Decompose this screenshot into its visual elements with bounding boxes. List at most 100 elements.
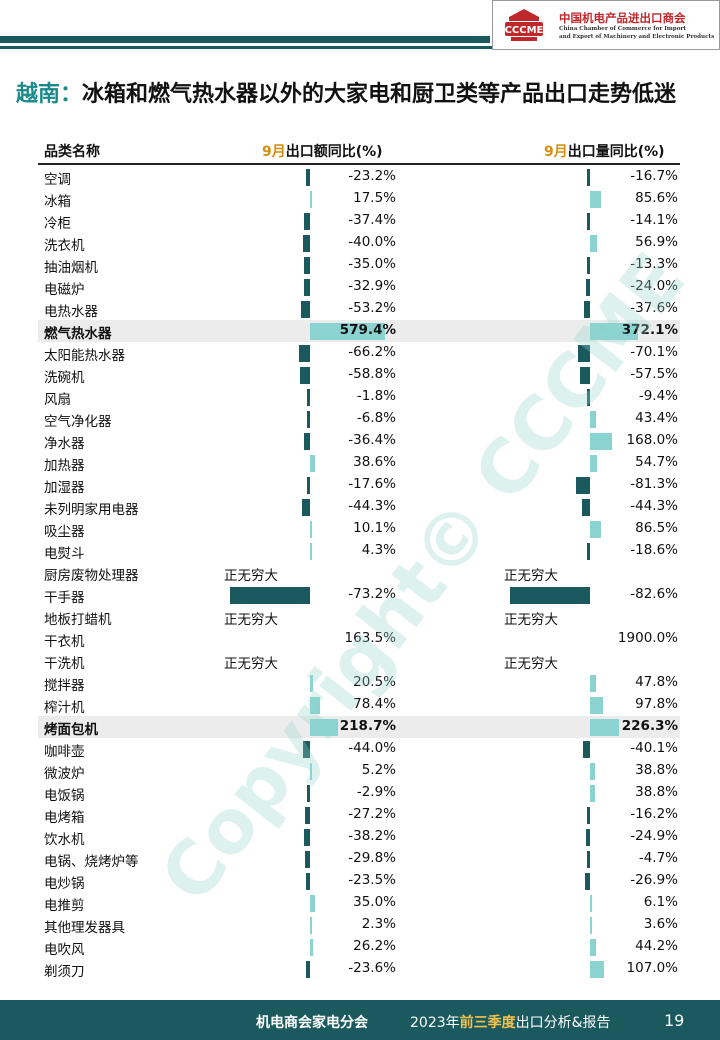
row-category: 地板打蜡机 [44, 612, 112, 628]
row-bar [580, 367, 590, 384]
table-row: 厨房废物处理器 正无穷大 正无穷大 [38, 562, 680, 584]
row-category: 冷柜 [44, 216, 71, 232]
row-category: 饮水机 [44, 832, 85, 848]
row-category: 电饭锅 [44, 788, 85, 804]
row-value-infinite: 正无穷大 [224, 568, 278, 584]
table-row: 饮水机 -38.2% -24.9% [38, 826, 680, 848]
row-category: 剃须刀 [44, 964, 85, 980]
row-bar [583, 741, 590, 758]
row-export-value: 2.3% [361, 916, 396, 932]
row-export-value: -35.0% [348, 256, 396, 272]
row-bar [305, 807, 310, 824]
row-export-volume: -44.3% [630, 498, 678, 514]
row-export-volume: -13.3% [630, 256, 678, 272]
row-export-value: -6.8% [356, 410, 396, 426]
row-bar [590, 939, 596, 956]
row-export-value: -58.8% [348, 366, 396, 382]
row-bar [304, 851, 310, 868]
table-row: 洗碗机 -58.8% -57.5% [38, 364, 680, 386]
table-row: 空调 -23.2% -16.7% [38, 166, 680, 188]
table-row: 未列明家用电器 -44.3% -44.3% [38, 496, 680, 518]
row-bar [300, 367, 310, 384]
row-bar [590, 521, 602, 538]
table-row: 其他理发器具 2.3% 3.6% [38, 914, 680, 936]
row-category: 加湿器 [44, 480, 85, 496]
table-row: 烤面包机 218.7% 226.3% [38, 716, 680, 738]
row-bar [590, 785, 596, 802]
row-category: 电熨斗 [44, 546, 85, 562]
row-category: 电推剪 [44, 898, 85, 914]
row-bar [585, 829, 590, 846]
row-category: 电炒锅 [44, 876, 85, 892]
page-title: 越南：冰箱和燃气热水器以外的大家电和厨卫类等产品出口走势低迷 [16, 76, 676, 108]
footer-report-title: 出口分析&报告 [515, 1015, 611, 1031]
footer-report-period: 前三季度 [459, 1015, 516, 1031]
row-export-value: 579.4% [339, 322, 396, 338]
row-bar [230, 587, 310, 604]
footer-org: 机电商会家电分会 [256, 1015, 368, 1031]
row-bar [305, 961, 310, 978]
row-category: 咖啡壶 [44, 744, 85, 760]
row-bar [310, 895, 315, 912]
row-export-volume: 38.8% [635, 762, 678, 778]
col-header-volume-label: 出口量同比(%) [567, 144, 665, 160]
row-bar [303, 433, 310, 450]
row-category: 冰箱 [44, 194, 71, 210]
row-bar [307, 477, 310, 494]
footer-report: 2023年前三季度出口分析&报告 [410, 1012, 611, 1032]
row-category: 烤面包机 [44, 722, 98, 738]
row-export-value: 78.4% [353, 696, 396, 712]
row-export-volume: -4.7% [638, 850, 678, 866]
row-bar [310, 719, 339, 736]
row-category: 微波炉 [44, 766, 85, 782]
row-export-value: 218.7% [339, 718, 396, 734]
row-category: 榨汁机 [44, 700, 85, 716]
row-bar [310, 521, 312, 538]
row-category: 其他理发器具 [44, 920, 125, 936]
row-bar [585, 279, 590, 296]
row-bar [590, 191, 602, 208]
header-stripe-thin [0, 46, 720, 49]
row-export-value: 38.6% [353, 454, 396, 470]
table-row: 电饭锅 -2.9% 38.8% [38, 782, 680, 804]
table-row: 电磁炉 -32.9% -24.0% [38, 276, 680, 298]
row-export-value: -23.2% [348, 168, 396, 184]
row-bar [302, 499, 310, 516]
row-category: 搅拌器 [44, 678, 85, 694]
row-category: 空气净化器 [44, 414, 112, 430]
logo-badge-text: CCCME [505, 25, 544, 36]
table-row: 洗衣机 -40.0% 56.9% [38, 232, 680, 254]
table-row: 冰箱 17.5% 85.6% [38, 188, 680, 210]
table-row: 电推剪 35.0% 6.1% [38, 892, 680, 914]
row-bar [310, 917, 312, 934]
row-bar [590, 411, 596, 428]
table-row: 空气净化器 -6.8% 43.4% [38, 408, 680, 430]
row-category: 燃气热水器 [44, 326, 112, 342]
row-export-volume: 86.5% [635, 520, 678, 536]
row-export-value: -44.0% [348, 740, 396, 756]
row-value-infinite: 正无穷大 [224, 612, 278, 628]
row-export-volume: 47.8% [635, 674, 678, 690]
table-row: 风扇 -1.8% -9.4% [38, 386, 680, 408]
header-stripe [0, 36, 490, 43]
row-bar [510, 587, 590, 604]
row-bar [590, 697, 603, 714]
row-export-volume: 38.8% [635, 784, 678, 800]
table-row: 吸尘器 10.1% 86.5% [38, 518, 680, 540]
cccme-logo: CCCME 中国机电产品进出口商会 China Chamber of Comme… [492, 0, 720, 50]
row-export-volume: -70.1% [630, 344, 678, 360]
table-row: 电热水器 -53.2% -37.6% [38, 298, 680, 320]
table-row: 干洗机 正无穷大 正无穷大 [38, 650, 680, 672]
table-row: 电炒锅 -23.5% -26.9% [38, 870, 680, 892]
row-export-volume: 54.7% [635, 454, 678, 470]
row-category: 电吹风 [44, 942, 85, 958]
row-value-infinite: 正无穷大 [224, 656, 278, 672]
row-bar [310, 939, 314, 956]
row-category: 电热水器 [44, 304, 98, 320]
table-row: 电锅、烧烤炉等 -29.8% -4.7% [38, 848, 680, 870]
table-row: 榨汁机 78.4% 97.8% [38, 694, 680, 716]
row-category: 风扇 [44, 392, 71, 408]
table-header-rule [38, 163, 680, 165]
row-bar [587, 851, 590, 868]
row-export-volume: -16.2% [630, 806, 678, 822]
